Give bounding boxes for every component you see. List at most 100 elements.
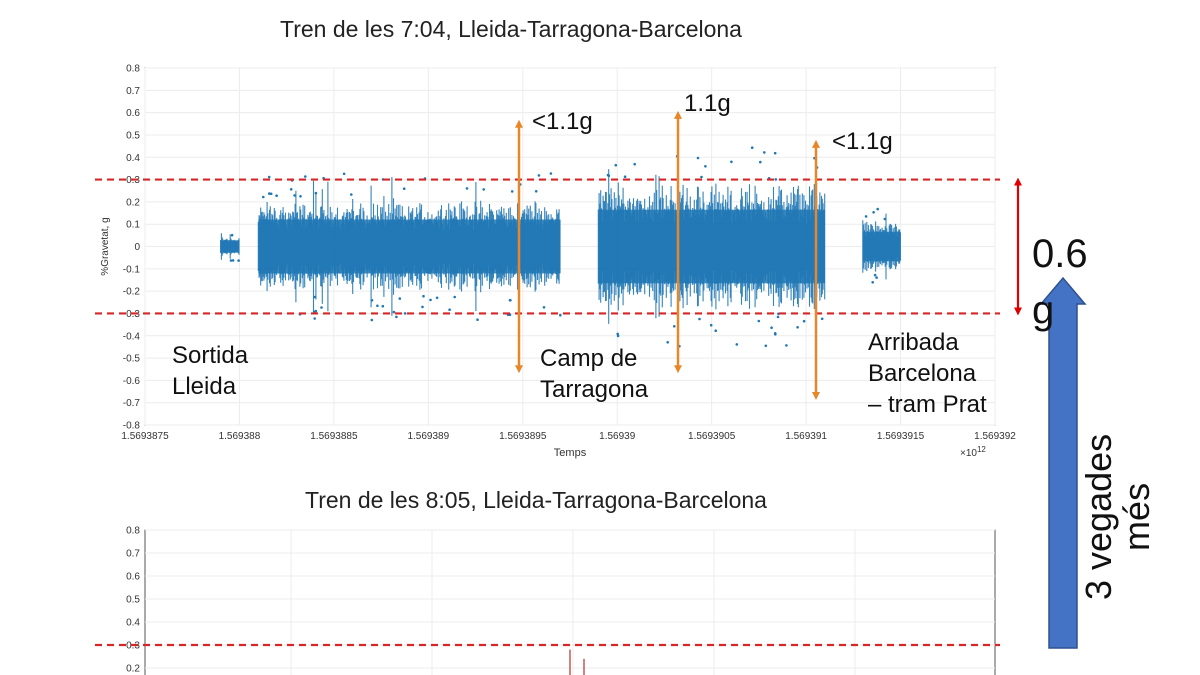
vibration-point (370, 299, 374, 302)
vibration-point (267, 175, 271, 179)
chart1-x-tick-label: 1.5693885 (310, 431, 358, 442)
vibration-point (231, 259, 235, 262)
vibration-point (614, 163, 618, 167)
chart1-y-tick-label: 0.6 (126, 108, 140, 119)
vibration-point (381, 304, 385, 308)
vibration-point (873, 273, 877, 277)
vibration-point (448, 308, 451, 312)
vibration-core (862, 231, 901, 262)
vibration-point (802, 319, 806, 323)
vibration-point (750, 146, 754, 149)
vibration-point (785, 344, 788, 347)
vibration-point (616, 334, 620, 338)
vibration-core (258, 219, 561, 274)
peak-label-1: <1.1g (532, 108, 593, 135)
side-annotation-line: més (1115, 482, 1157, 551)
chart1-x-exponent-power: 12 (977, 445, 986, 454)
chart1-x-tick-label: 1.569389 (407, 431, 449, 442)
region-label-line: Barcelona (868, 360, 977, 388)
vibration-point (342, 172, 346, 176)
side-annotation-line: 3 vegades (1078, 433, 1119, 600)
vibration-point (871, 281, 874, 284)
region-label-line: Camp de (540, 345, 638, 372)
vibration-point (268, 192, 271, 195)
vibration-point (770, 326, 773, 330)
vibration-point (376, 304, 379, 308)
chart1-x-tick-label: 1.5693875 (121, 431, 169, 442)
vibration-point (666, 341, 669, 344)
vibration-point (237, 259, 240, 262)
vibration-point (398, 297, 402, 300)
vibration-point (304, 175, 307, 178)
chart1-y-tick-label: 0.8 (126, 64, 140, 75)
vibration-point (623, 175, 627, 178)
vibration-point (435, 296, 439, 300)
vibration-point (774, 178, 778, 181)
region-label-line: Lleida (172, 373, 237, 401)
vibration-point (229, 259, 233, 262)
vibration-point (429, 298, 432, 302)
chart1-y-tick-label: 0.4 (126, 153, 140, 164)
vibration-point (704, 165, 707, 168)
chart2-y-tick-label: 0.4 (126, 618, 140, 629)
vibration-point (875, 276, 878, 279)
vibration-point (262, 195, 265, 199)
vibration-point (730, 160, 733, 164)
chart2-title: Tren de les 8:05, Lleida-Tarragona-Barce… (305, 487, 767, 513)
band-label: 0.6 g (1032, 232, 1088, 332)
vibration-point (633, 162, 636, 166)
vibration-point (864, 215, 868, 218)
vibration-point (453, 295, 457, 299)
vibration-point (275, 194, 278, 197)
chart1-y-axis-label: %Gravetat, g (100, 217, 111, 275)
vibration-point (230, 233, 234, 237)
region-label-line: Arribada (868, 329, 959, 356)
chart1-y-tick-label: 0.5 (126, 130, 140, 141)
vibration-point (476, 318, 479, 322)
vibration-point (289, 188, 293, 191)
chart1-y-tick-label: -0.8 (123, 421, 141, 432)
vibration-point (883, 217, 887, 221)
vibration-point (606, 173, 610, 177)
vibration-point (820, 317, 824, 321)
chart1-x-tick-label: 1.569392 (974, 431, 1016, 442)
vibration-point (314, 191, 318, 195)
vibration-point (350, 193, 353, 196)
vibration-core (598, 209, 825, 284)
vibration-point (773, 332, 777, 335)
chart1-y-tick-label: -0.5 (123, 354, 141, 365)
vibration-point (714, 329, 717, 333)
region-label-line: – tram Prat (868, 391, 987, 419)
vibration-point (269, 192, 273, 196)
chart2-y-tick-label: 0.8 (126, 526, 140, 537)
chart1-title: Tren de les 7:04, Lleida-Tarragona-Barce… (280, 16, 742, 42)
vibration-point (482, 188, 486, 191)
vibration-point (872, 211, 875, 214)
region-label-tarragona: Camp de Tarragona (540, 343, 648, 405)
vibration-point (392, 310, 396, 314)
chart1-y-tick-label: 0.7 (126, 86, 140, 97)
chart1-x-tick-label: 1.569388 (219, 431, 261, 442)
vibration-point (735, 343, 739, 346)
chart1-y-tick-label: -0.6 (123, 376, 141, 387)
vibration-point (320, 306, 323, 309)
vibration-point (421, 305, 424, 309)
vibration-point (542, 306, 546, 309)
vibration-point (534, 190, 538, 193)
vibration-segment (257, 172, 562, 322)
vibration-point (370, 318, 374, 322)
chart1-y-tick-label: 0 (134, 242, 140, 253)
vibration-point (700, 175, 703, 179)
vibration-point (293, 194, 296, 197)
chart1-x-tick-label: 1.5693915 (877, 431, 925, 442)
chart1-y-tick-label: -0.1 (123, 264, 141, 275)
vibration-segment (862, 207, 901, 284)
vibration-point (709, 323, 713, 327)
side-annotation-text: 3 vegades més (1078, 433, 1157, 600)
vibration-point (764, 344, 768, 348)
chart2-y-tick-label: 0.7 (126, 549, 140, 560)
vibration-point (509, 299, 512, 302)
vibration-point (299, 195, 302, 198)
vibration-point (876, 207, 879, 211)
